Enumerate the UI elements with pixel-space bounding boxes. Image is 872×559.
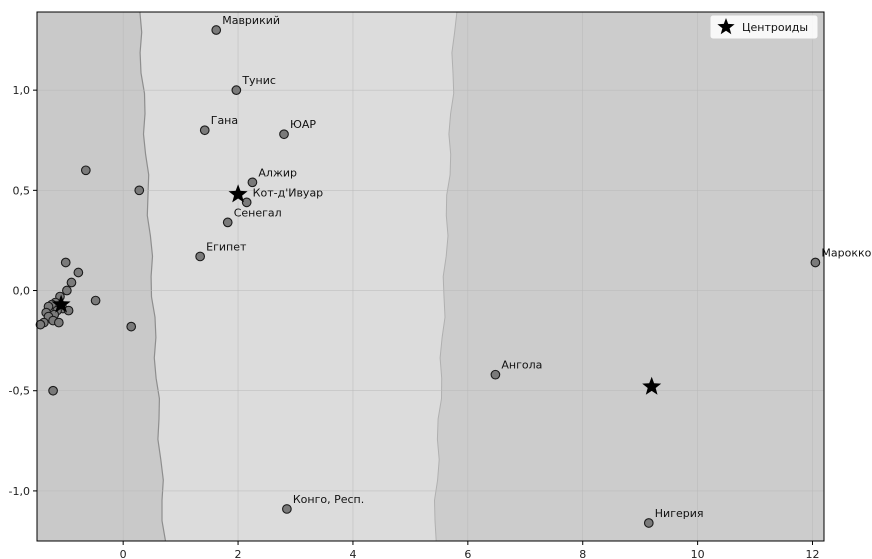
grid-lines — [37, 12, 824, 541]
point-label: Конго, Респ. — [293, 493, 364, 506]
region-left — [37, 12, 166, 541]
plot-frame — [36, 11, 825, 542]
data-point — [90, 295, 101, 306]
point-label: Марокко — [821, 246, 871, 259]
point-label: Египет — [206, 240, 247, 253]
data-point — [279, 129, 289, 140]
x-tick-label: 2 — [235, 548, 242, 559]
decision-regions — [37, 11, 824, 542]
data-point — [48, 385, 58, 396]
boundary-line-right — [433, 11, 458, 542]
y-tick-label: 0,0 — [13, 285, 31, 298]
data-point — [195, 251, 205, 262]
data-point — [126, 321, 137, 332]
data-point — [62, 285, 72, 296]
data-point — [80, 165, 91, 176]
point-label: Кот-д'Ивуар — [253, 186, 324, 199]
data-point — [490, 369, 501, 380]
centroid-star — [642, 376, 662, 395]
data-point — [211, 25, 222, 35]
data-point — [247, 177, 258, 188]
data-points — [35, 25, 821, 528]
boundary-line-left — [139, 11, 167, 542]
y-tick-label: -0,5 — [9, 385, 30, 398]
legend: Центроиды — [709, 14, 819, 40]
data-point — [66, 277, 77, 288]
x-tick-label: 10 — [691, 548, 705, 559]
x-tick-label: 8 — [579, 548, 586, 559]
data-point — [241, 197, 252, 208]
data-point — [134, 185, 145, 196]
centroid-star — [51, 294, 71, 313]
point-label: Тунис — [241, 74, 276, 87]
data-point — [643, 518, 654, 528]
y-tick-label: 0,5 — [13, 184, 31, 197]
legend-label: Центроиды — [742, 21, 808, 34]
y-tick-label: -1,0 — [9, 485, 30, 498]
x-tick-label: 6 — [464, 548, 471, 559]
y-axis-ticks: 1,0 0,5 0,0 -0,5 -1,0 — [9, 84, 37, 498]
region-middle — [139, 12, 457, 541]
point-label: ЮАР — [290, 118, 316, 131]
point-label: Сенегал — [234, 206, 282, 219]
data-point — [73, 267, 84, 278]
x-tick-label: 12 — [806, 548, 820, 559]
data-point — [35, 319, 46, 330]
legend-box — [709, 14, 819, 40]
data-point — [810, 257, 821, 268]
data-point — [231, 85, 242, 95]
point-label: Алжир — [258, 166, 297, 179]
point-label: Маврикий — [222, 14, 280, 27]
point-label: Гана — [211, 114, 238, 127]
x-tick-label: 0 — [120, 548, 127, 559]
point-labels: Маврикий Тунис Гана ЮАР Алжир Кот-д'Ивуар Сене… — [206, 14, 871, 520]
point-label: Нигерия — [655, 507, 704, 520]
data-point — [222, 217, 233, 228]
x-tick-label: 4 — [349, 548, 356, 559]
x-axis-ticks: 0 2 4 6 8 10 12 — [120, 541, 820, 559]
plot-area: Маврикий Тунис Гана ЮАР Алжир Кот-д'Ивуар Сене… — [35, 11, 872, 542]
data-point — [53, 317, 64, 328]
legend-star-icon — [717, 18, 735, 35]
point-label: Ангола — [501, 359, 542, 372]
centroid-star — [228, 184, 248, 203]
y-tick-label: 1,0 — [13, 84, 31, 97]
centroid-markers — [51, 184, 662, 395]
data-point — [60, 257, 71, 268]
region-right — [434, 12, 824, 541]
data-point — [282, 504, 292, 514]
data-point — [199, 125, 210, 136]
